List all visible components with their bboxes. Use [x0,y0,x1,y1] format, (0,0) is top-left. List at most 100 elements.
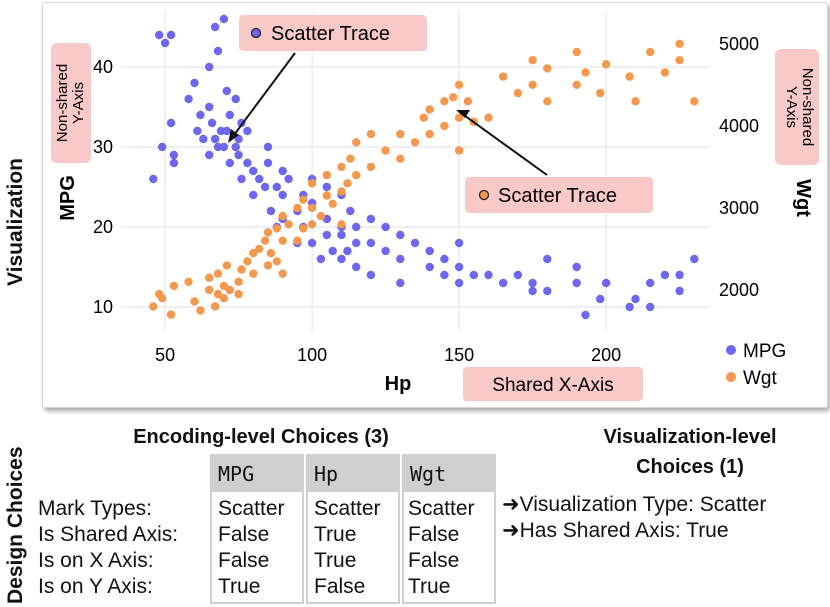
arrow-right-icon: ➜ [502,493,520,516]
data-point-wgt [601,60,611,69]
data-point-mpg [222,86,231,96]
data-point-mpg [660,270,670,280]
data-point-wgt [322,191,331,200]
scatter-chart: 50 100 150 200 10 20 30 40 2000 3000 4000 5000 Hp M… [51,11,819,401]
legend-wgt-marker [726,372,736,382]
scatter-trace-wgt-arrowhead [456,110,470,118]
viz-choice-shared-text: Has Shared Axis: True [519,519,729,542]
y-left-axis-title: MPG [57,175,79,221]
data-point-wgt [352,138,361,147]
legend-mpg-marker [726,345,736,355]
visualization-side-label: Visualization [4,158,27,286]
data-point-wgt [660,68,670,77]
column-body-mpg [210,492,304,604]
data-point-mpg [205,150,214,160]
data-point-mpg [219,142,229,152]
x-tick-label: 100 [297,345,327,365]
data-point-mpg [205,102,214,112]
data-point-wgt [454,80,464,90]
y-right-tick-label: 3000 [719,198,759,218]
data-point-wgt [346,154,355,163]
data-point-wgt [210,302,220,311]
data-point-wgt [307,203,317,213]
design-choices-side-label: Design Choices [4,446,27,604]
data-point-mpg [234,150,243,160]
data-point-wgt [337,220,346,229]
data-point-mpg [322,230,331,240]
data-point-mpg [190,78,199,88]
data-point-wgt [499,72,508,81]
data-point-mpg [266,206,276,216]
data-point-wgt [219,281,229,291]
data-point-mpg [169,158,179,168]
data-point-mpg [572,262,581,272]
column-header-wgt: Wgt [402,454,496,492]
data-point-wgt [337,162,346,172]
viz-choices-title-line1: Visualization-level [603,426,777,448]
data-point-mpg [601,278,611,288]
data-point-wgt [272,257,281,266]
data-point-wgt [158,294,167,303]
legend-mpg-label: MPG [743,341,786,362]
data-point-mpg [396,230,405,240]
data-point-mpg [528,286,537,296]
encoding-choices-title: Encoding-level Choices (3) [133,426,389,448]
data-point-mpg [346,206,355,216]
data-point-wgt [234,289,243,299]
data-point-wgt [278,269,287,278]
data-point-mpg [528,278,537,288]
data-point-wgt [299,195,308,204]
data-point-mpg [231,142,240,152]
data-point-mpg [513,270,523,280]
data-point-mpg [255,174,264,184]
cell-wgt-on-x: False [408,549,460,572]
data-point-wgt [528,56,537,65]
cell-wgt-on-y: True [408,575,451,598]
data-point-wgt [440,121,449,131]
data-point-mpg [484,270,493,280]
data-point-mpg [328,246,337,256]
data-point-wgt [352,170,361,180]
cell-mpg-is-shared: False [218,523,270,546]
data-point-mpg [469,270,478,280]
viz-choice-type: ➜Visualization Type: Scatter [502,492,766,518]
scatter-trace-callout-mpg [239,15,427,51]
data-point-wgt [513,88,523,98]
chart-panel: 50 100 150 200 10 20 30 40 2000 3000 4000 5000 Hp M… [42,2,828,408]
data-point-mpg [184,94,193,104]
data-point-mpg [237,174,246,184]
y-right-axis-title: Wgt [792,179,814,217]
data-point-mpg [169,150,179,160]
scatter-trace-mpg-arrowhead [228,129,239,143]
data-point-mpg [352,262,361,272]
row-label-is-shared-axis: Is Shared Axis: [38,523,179,546]
data-point-mpg [158,142,167,152]
scatter-trace-mpg-text: Scatter Trace [271,23,390,45]
data-point-mpg [249,166,258,176]
data-point-mpg [160,38,170,48]
data-point-wgt [272,224,281,233]
x-tick-label: 150 [444,345,474,365]
data-point-mpg [425,246,434,256]
data-point-mpg [454,262,464,272]
data-point-mpg [675,286,684,296]
data-point-mpg [646,278,655,288]
data-point-mpg [440,254,449,264]
data-point-wgt [449,93,458,102]
data-point-mpg [396,254,405,264]
data-point-wgt [255,244,264,254]
viz-choice-type-text: Visualization Type: Scatter [519,493,767,516]
data-point-wgt [263,261,273,270]
data-point-mpg [225,158,234,168]
data-point-wgt [425,105,434,114]
data-point-mpg [625,302,634,312]
cell-mpg-mark-type: Scatter [218,497,285,520]
data-point-mpg [543,254,552,264]
data-point-mpg [196,110,205,120]
cell-mpg-on-y: True [218,575,261,598]
data-point-wgt [237,265,246,274]
data-point-mpg [219,14,229,24]
data-point-mpg [440,270,449,280]
row-label-is-on-x-axis: Is on X Axis: [38,549,154,572]
data-point-mpg [210,134,220,144]
